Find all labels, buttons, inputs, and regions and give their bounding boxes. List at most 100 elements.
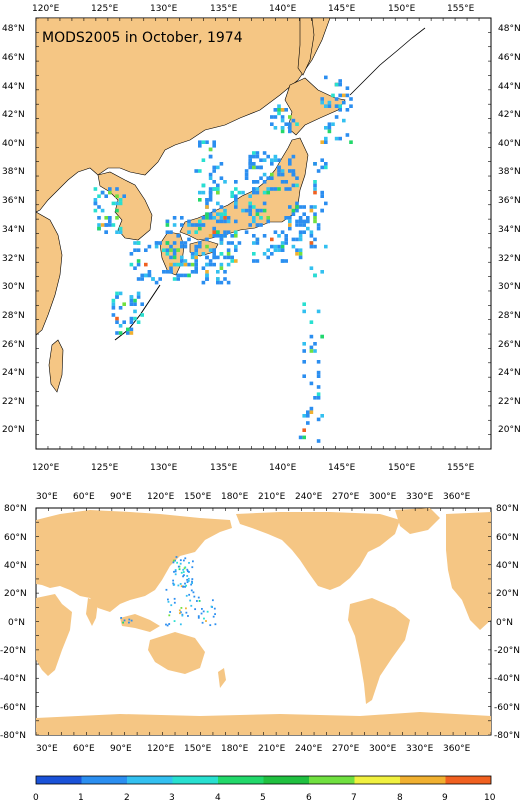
observation-cell (338, 104, 342, 108)
observation-cell (309, 205, 314, 209)
observation-cell (186, 581, 189, 583)
observation-cell (291, 183, 296, 188)
observation-cell (190, 270, 195, 274)
lat-label-42n-left: 42°N (2, 110, 25, 120)
observation-cell (115, 295, 119, 299)
observation-cell (288, 122, 292, 126)
observation-cell (298, 248, 303, 252)
observation-cell (313, 273, 317, 278)
observation-cell (179, 559, 182, 562)
observation-cell (327, 100, 332, 105)
observation-cell (262, 180, 267, 184)
observation-cell (97, 216, 101, 220)
observation-cell (201, 266, 206, 270)
observation-cell (302, 349, 306, 353)
greenland (395, 508, 440, 534)
observation-cell (172, 559, 175, 562)
observation-cell (194, 248, 198, 252)
observation-cell (219, 216, 224, 220)
observation-cell (313, 190, 317, 195)
observation-cell (306, 226, 310, 231)
lat-label-24n-right: 24°N (498, 368, 521, 378)
observation-cell (169, 611, 172, 613)
observation-cell (313, 342, 317, 346)
observation-cell (115, 320, 119, 324)
observation-cell (208, 212, 213, 216)
observation-cell (295, 252, 299, 256)
observation-cell (302, 435, 306, 440)
observation-cell (302, 309, 306, 314)
lat-label-26n-right: 26°N (498, 340, 521, 350)
observation-cell (104, 194, 108, 198)
colorbar-frame (35, 775, 492, 785)
lat-label-0n-left: 0°N (8, 618, 25, 628)
observation-cell (93, 208, 98, 213)
bottom-lon-labels-upper: 30°E 60°E 90°E 120°E 150°E 180°E 210°E 2… (36, 492, 471, 502)
observation-cell (273, 126, 278, 130)
observation-cell (277, 187, 281, 191)
observation-cell (302, 414, 306, 418)
observation-cell (180, 223, 184, 227)
lat-label-42n-right: 42°N (498, 110, 521, 120)
observation-cell (176, 561, 179, 564)
lat-label-20n-left: 20°N (4, 589, 27, 599)
observation-cell (288, 158, 292, 162)
lat-label-80n-right: 80°N (496, 504, 519, 514)
observation-cell (194, 230, 198, 234)
observation-cell (214, 623, 217, 626)
observation-cell (262, 234, 267, 238)
observation-cell (129, 327, 134, 332)
observation-cell (219, 262, 224, 267)
observation-cell (234, 234, 238, 238)
observation-cell (309, 334, 314, 339)
lon-label-120e: 120°E (32, 4, 60, 14)
observation-cell (176, 248, 180, 252)
observation-cell (129, 295, 134, 299)
observation-cell (252, 162, 256, 166)
observation-cell (208, 154, 213, 159)
observation-cell (115, 291, 119, 296)
observation-cell (122, 302, 126, 306)
lon-label-180e-bottom: 180°E (221, 744, 249, 754)
observation-cell (205, 205, 209, 209)
observation-cell (277, 234, 281, 238)
observation-cell (194, 608, 197, 611)
observation-cell (284, 108, 288, 112)
observation-cell (291, 169, 296, 173)
observation-cell (208, 147, 213, 152)
se-asia-islands (120, 614, 160, 632)
observation-cell (234, 230, 238, 234)
observation-cell (177, 565, 180, 568)
lon-label-130e-bottom: 130°E (150, 463, 178, 473)
observation-cell (237, 190, 242, 195)
lon-label-30e-bottom: 30°E (36, 744, 58, 754)
observation-cell (118, 198, 123, 202)
observation-cell (208, 176, 213, 180)
observation-cell (230, 241, 234, 245)
lat-label-m40n-left: -40°N (0, 674, 26, 684)
observation-cell (320, 165, 324, 170)
observation-cell (270, 176, 274, 180)
colorbar-label-10: 10 (484, 793, 496, 803)
observation-cell (212, 165, 216, 170)
observation-cell (324, 165, 328, 170)
observation-cell (208, 262, 213, 267)
observation-cell (205, 140, 209, 144)
observation-cell (212, 216, 216, 220)
observation-cell (180, 255, 184, 260)
observation-cell (280, 118, 285, 123)
observation-cell (140, 313, 144, 317)
observation-cell (266, 176, 270, 180)
lon-label-150e: 150°E (388, 4, 416, 14)
observation-cell (288, 223, 292, 227)
observation-cell (280, 180, 285, 184)
observation-cell (173, 597, 176, 600)
observation-cell (180, 273, 184, 278)
observation-cell (259, 176, 263, 180)
observation-cell (167, 598, 169, 601)
observation-cell (223, 208, 227, 213)
observation-cell (230, 194, 234, 198)
observation-cell (190, 583, 193, 586)
observation-cell (197, 596, 200, 599)
